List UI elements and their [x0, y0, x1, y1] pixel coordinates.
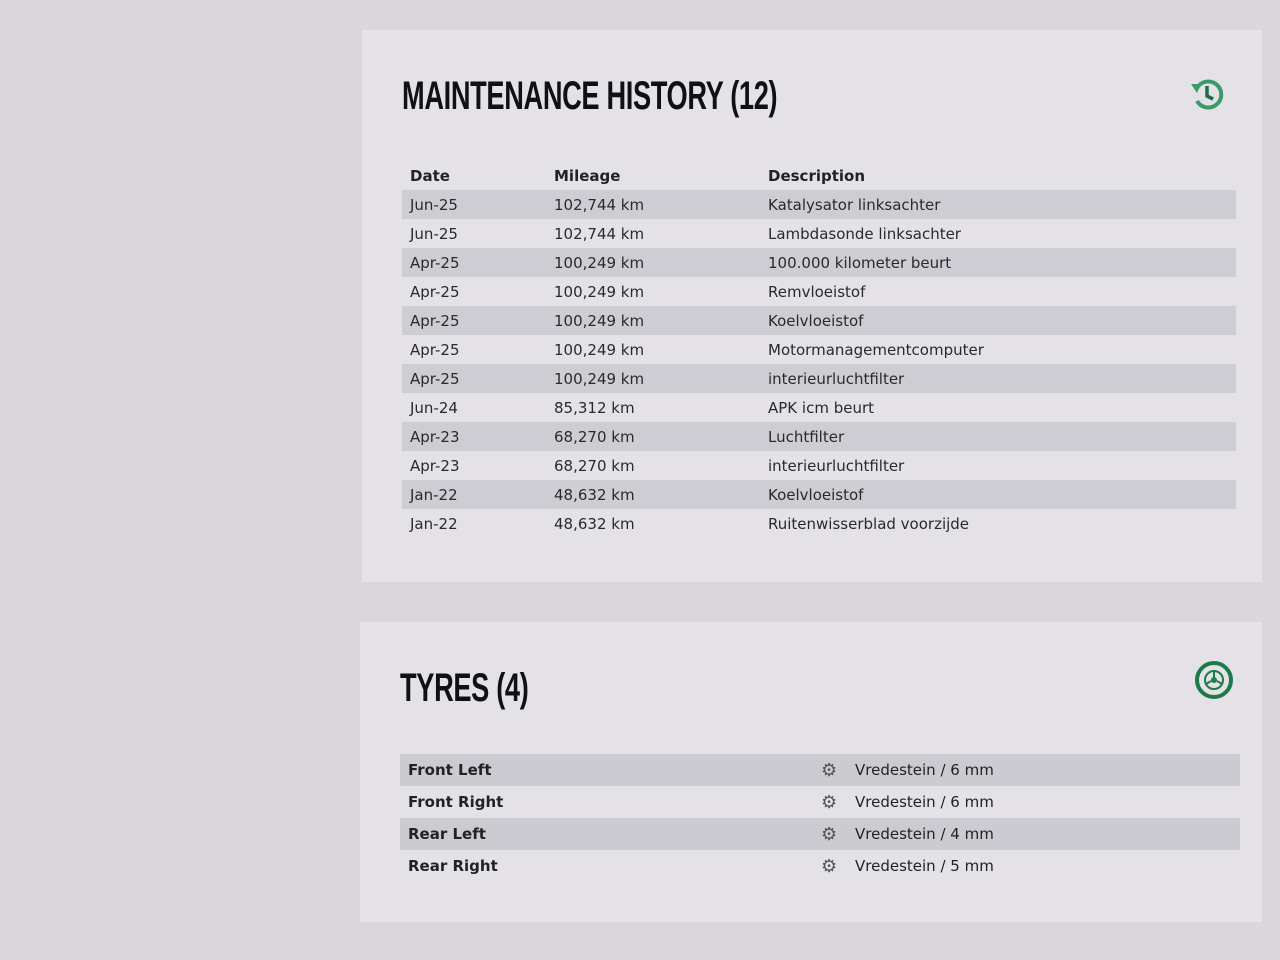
maintenance-history-card: MAINTENANCE HISTORY (12) Date Mileage De… [362, 30, 1262, 582]
cell-mileage: 68,270 km [546, 422, 760, 451]
cell-description: interieurluchtfilter [760, 364, 1236, 393]
column-header-description: Description [768, 167, 866, 185]
gear-icon: ⚙ [821, 791, 838, 813]
cell-description: interieurluchtfilter [768, 456, 905, 475]
cell-date: Apr-25 [402, 248, 546, 277]
tyre-spec-cell: ⚙ Vredestein / 5 mm [813, 850, 1240, 882]
tyre-spec-cell: ⚙ Vredestein / 4 mm [813, 818, 1240, 850]
cell-description: 100.000 kilometer beurt [760, 248, 1236, 277]
tyre-spec-cell: ⚙ Vredestein / 6 mm [813, 754, 1240, 786]
tyres-title: TYRES (4) [400, 666, 529, 710]
tyre-position: Front Right [408, 793, 504, 811]
table-header: Date Mileage Description [402, 162, 1236, 190]
table-row: Jun-25 102,744 km Lambdasonde linksachter [402, 219, 1236, 248]
cell-date: Apr-23 [402, 422, 546, 451]
tyre-row: Rear Right ⚙ Vredestein / 5 mm [400, 850, 1240, 882]
tyre-spec: Vredestein / 5 mm [855, 856, 994, 875]
gear-icon: ⚙ [821, 855, 838, 877]
cell-mileage: 100,249 km [546, 364, 760, 393]
cell-mileage: 48,632 km [546, 480, 760, 509]
cell-mileage: 85,312 km [554, 398, 635, 417]
tyre-spec-cell: ⚙ Vredestein / 6 mm [813, 786, 1240, 818]
tyre-spec: Vredestein / 6 mm [855, 760, 994, 779]
cell-description: APK icm beurt [768, 398, 875, 417]
table-row: Apr-23 68,270 km interieurluchtfilter [402, 451, 1236, 480]
cell-description: Koelvloeistof [760, 480, 1236, 509]
cell-date: Jun-25 [410, 224, 458, 243]
tyre-position: Rear Right [408, 857, 498, 875]
tyres-table: Front Left ⚙ Vredestein / 6 mm Front Right ⚙… [400, 754, 1240, 882]
table-row: Apr-25 100,249 km 100.000 kilometer beurt [402, 248, 1236, 277]
column-header-mileage: Mileage [554, 167, 621, 185]
maintenance-table: Date Mileage Description Jun-25 102,744 k… [402, 162, 1236, 538]
cell-mileage: 100,249 km [546, 306, 760, 335]
table-row: Jan-22 48,632 km Koelvloeistof [402, 480, 1236, 509]
gear-icon: ⚙ [821, 823, 838, 845]
cell-mileage: 100,249 km [554, 340, 645, 359]
table-row: Apr-25 100,249 km Koelvloeistof [402, 306, 1236, 335]
maintenance-title: MAINTENANCE HISTORY (12) [402, 74, 778, 118]
tyre-spec: Vredestein / 6 mm [855, 792, 994, 811]
cell-mileage: 100,249 km [554, 282, 645, 301]
gear-icon: ⚙ [821, 759, 838, 781]
tyre-row: Front Right ⚙ Vredestein / 6 mm [400, 786, 1240, 818]
cell-date: Apr-25 [410, 340, 460, 359]
cell-date: Apr-25 [402, 364, 546, 393]
cell-date: Jan-22 [410, 514, 458, 533]
cell-date: Jun-25 [402, 190, 546, 219]
cell-date: Apr-25 [402, 306, 546, 335]
cell-description: Remvloeistof [768, 282, 866, 301]
table-row: Jun-24 85,312 km APK icm beurt [402, 393, 1236, 422]
cell-description: Lambdasonde linksachter [768, 224, 961, 243]
tyre-position: Rear Left [400, 818, 813, 850]
cell-mileage: 48,632 km [554, 514, 635, 533]
table-row: Apr-25 100,249 km Remvloeistof [402, 277, 1236, 306]
tyre-row: Rear Left ⚙ Vredestein / 4 mm [400, 818, 1240, 850]
cell-date: Apr-25 [410, 282, 460, 301]
cell-date: Jan-22 [402, 480, 546, 509]
cell-description: Ruitenwisserblad voorzijde [768, 514, 970, 533]
cell-mileage: 68,270 km [554, 456, 635, 475]
table-row: Jan-22 48,632 km Ruitenwisserblad voorzijd… [402, 509, 1236, 538]
cell-mileage: 102,744 km [554, 224, 645, 243]
table-row: Apr-25 100,249 km interieurluchtfilter [402, 364, 1236, 393]
table-row: Apr-23 68,270 km Luchtfilter [402, 422, 1236, 451]
column-header-date: Date [410, 167, 450, 185]
cell-description: Koelvloeistof [760, 306, 1236, 335]
cell-mileage: 100,249 km [546, 248, 760, 277]
tyre-row: Front Left ⚙ Vredestein / 6 mm [400, 754, 1240, 786]
cell-date: Jun-24 [410, 398, 458, 417]
table-row: Apr-25 100,249 km Motormanagementcomputer [402, 335, 1236, 364]
table-row: Jun-25 102,744 km Katalysator linksachter [402, 190, 1236, 219]
tyre-spec: Vredestein / 4 mm [855, 824, 994, 843]
cell-date: Apr-23 [410, 456, 460, 475]
cell-description: Katalysator linksachter [760, 190, 1236, 219]
cell-description: Luchtfilter [760, 422, 1236, 451]
history-icon[interactable] [1188, 74, 1228, 114]
tyre-position: Front Left [400, 754, 813, 786]
tyres-card: TYRES (4) Front Left ⚙ Vredestein / 6 mm Fr… [360, 622, 1262, 922]
wheel-icon[interactable] [1194, 660, 1234, 700]
cell-mileage: 102,744 km [546, 190, 760, 219]
cell-description: Motormanagementcomputer [768, 340, 984, 359]
